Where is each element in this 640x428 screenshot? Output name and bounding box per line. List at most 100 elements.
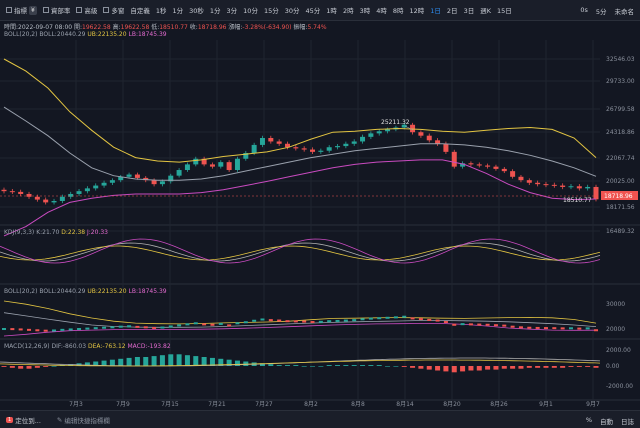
candle-body [585,186,591,189]
x-axis-label: 8月8 [351,401,365,408]
boll-mid-line [3,106,597,181]
macd-hist-bar [51,366,57,367]
candle-body [510,171,516,177]
candle-body [401,124,407,128]
timeframe-list: 1秒 1分 30秒 1分 3分 10分 15分 30分 45分 1時 2時 3時 4時 8時 12時 1日 2日… [150,5,512,15]
timeframe-10[interactable]: 2時 [342,7,354,15]
timeframe-17[interactable]: 3日 [463,7,475,15]
macd-axis-label: 0.00 [606,363,620,370]
ohlc-close-label: 收: [189,24,198,31]
ohlc-amp-label: 振幅: [293,24,308,31]
sub-boll-candle [302,320,307,323]
macd-hist-bar [218,358,224,366]
x-axis-label: 9月1 [539,401,553,408]
macd-hist-bar [126,357,132,366]
candle-body [26,193,32,197]
sub-boll-candle [477,323,482,326]
candle-body [193,158,199,165]
indicators-button[interactable]: 指標 ¥ [6,5,37,15]
sub-boll-candle [443,321,448,324]
timeframe-2[interactable]: 30秒 [189,7,204,15]
timeframe-1[interactable]: 1分 [172,7,184,15]
toolbar-right: 0s 5分 未命名 [580,6,634,16]
macd-hist-bar [551,366,557,368]
macd-hist-bar [151,356,157,366]
locate-button[interactable]: 定位到... [15,416,41,425]
timeframe-7[interactable]: 30分 [284,7,300,15]
custom-button[interactable]: 自定義 [130,5,150,15]
sub-boll-candle [218,322,223,325]
candle-body [518,176,524,181]
timeframe-14[interactable]: 12時 [409,7,425,15]
high-marker-label: 25211.32 [381,119,410,126]
timeframe-4[interactable]: 3分 [226,7,238,15]
interval-indicator[interactable]: 5分 [595,8,607,16]
x-axis-label: 7月3 [69,401,83,408]
main-boll-lb: LB:18745.39 [128,31,167,38]
sub-boll-candle [185,323,190,326]
sub-boll-candle [110,326,115,329]
timeframe-11[interactable]: 3時 [359,7,371,15]
timeframe-6[interactable]: 15分 [263,7,279,15]
ohlc-low: 18510.77 [159,24,188,31]
sub-boll-candle [260,318,265,321]
timeframe-19[interactable]: 15日 [496,7,512,15]
main-boll-legend: BOLL(20,2) BOLL:20440.29 UB:22135.20 LB:… [4,31,167,38]
macd-hist-bar [535,366,541,368]
macd-hist-bar [526,366,532,368]
funding-button[interactable]: 資部率 [42,5,70,15]
layout-name[interactable]: 未命名 [614,8,635,16]
sub-boll-candle [543,327,548,330]
sub-boll-candle [227,324,232,327]
macd-hist-bar [585,366,591,367]
timeframe-15[interactable]: 1日 [430,7,441,15]
timeframe-13[interactable]: 8時 [392,7,404,15]
kdj-d-line [0,245,601,261]
timeframe-12[interactable]: 4時 [376,7,387,15]
timeframe-8[interactable]: 45分 [305,7,321,15]
sub-boll-mid: BOLL:20440.29 [39,288,86,295]
macd-hist-bar [476,366,482,371]
x-axis-label: 8月14 [396,401,414,408]
ohlc-high-label: 高: [112,24,121,31]
timeframe-16[interactable]: 2日 [446,7,458,15]
candle-body [501,168,507,172]
sub-boll-candle [135,325,140,328]
sub-boll-candle [2,328,6,331]
timeframe-3[interactable]: 1分 [209,7,221,15]
advanced-button[interactable]: 高級 [76,5,97,15]
percent-toggle[interactable]: % [585,416,592,424]
multi-window-button[interactable]: 多窗 [103,5,124,15]
timeframe-0[interactable]: 1秒 [155,7,167,15]
log-toggle[interactable]: 日誌 [621,418,634,426]
timeframe-18[interactable]: 週K [480,7,491,15]
seconds-indicator[interactable]: 0s [580,6,588,14]
timeframe-5[interactable]: 10分 [243,7,258,15]
timeframe-9[interactable]: 1時 [326,7,337,15]
sub-boll-candle [293,320,298,323]
candle-body [526,180,532,183]
x-axis-label: 9月7 [586,401,600,408]
sub-boll-axis-label: 30000 [606,301,625,308]
chart-canvas[interactable]: 32546.03 29733.00 26799.58 24318.86 22067.74… [0,0,640,410]
ohlc-low-label: 低: [151,24,160,31]
ohlc-change-label: 漲幅: [228,24,243,31]
candle-body [159,181,165,185]
price-tick-label: 20025.00 [606,178,635,185]
macd-hist-bar [435,366,441,371]
auto-toggle[interactable]: 自動 [600,418,613,426]
macd-hist-bar [201,357,207,366]
edit-quick-indicators[interactable]: 编辑快捷指標欄 [64,416,110,425]
advanced-icon [76,7,83,13]
sub-boll-candle [310,321,315,324]
candle-body [493,166,499,169]
sub-boll-candle [594,329,598,332]
sub-boll-candle [27,328,32,331]
candle-body [368,133,374,137]
x-axis-label: 7月9 [116,401,130,408]
candle-body [284,143,290,148]
candle-body [351,141,357,144]
edit-quick-icon[interactable]: ✎ [56,415,63,424]
boll-upper-line [3,58,597,163]
sub-boll-name: BOLL(20,2) [4,288,38,295]
